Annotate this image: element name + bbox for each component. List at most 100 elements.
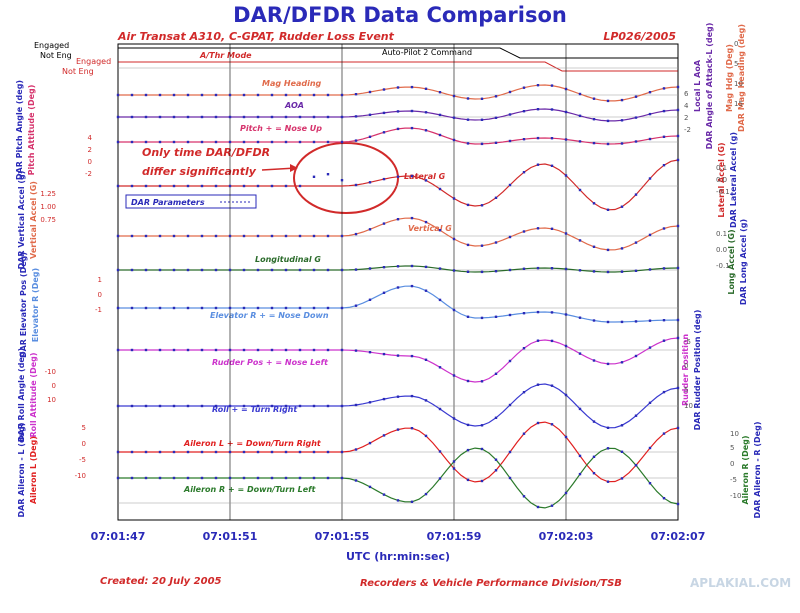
left-axis-subtitle: Elevator R (Deg) <box>31 268 40 342</box>
dar-point <box>634 354 638 358</box>
right-axis-subtitle: Long Accel (G) <box>727 229 736 294</box>
dar-point <box>284 93 288 97</box>
dar-point <box>620 320 624 324</box>
left-tick-label: 1 <box>98 276 102 284</box>
dar-point <box>438 187 442 191</box>
dar-point <box>200 404 204 408</box>
dar-point <box>662 390 666 394</box>
dar-point <box>172 140 176 144</box>
dar-point <box>662 109 666 113</box>
trace-label-longitudinal-g: Longitudinal G <box>255 255 321 264</box>
dar-point <box>298 306 302 310</box>
dar-point <box>424 220 428 224</box>
dar-point <box>354 403 358 407</box>
dar-point <box>158 115 162 119</box>
dar-point <box>298 404 302 408</box>
left-tick-label: -10 <box>75 472 86 480</box>
dar-point <box>382 493 386 496</box>
right-tick-label: 10 <box>734 80 743 88</box>
dar-point <box>606 119 610 123</box>
dar-point <box>424 399 428 402</box>
dar-point <box>382 131 386 134</box>
right-axis-subtitle: Rudder Position <box>681 334 690 406</box>
dar-point <box>382 222 386 225</box>
dar-point <box>172 234 176 238</box>
right-tick-label: 5 <box>734 60 738 68</box>
dar-point <box>662 227 666 230</box>
dar-point <box>186 234 190 238</box>
dar-point <box>634 241 638 244</box>
annotation-ellipse <box>293 142 399 214</box>
dar-point <box>452 116 456 119</box>
dar-point <box>214 450 218 454</box>
chart-title: DAR/DFDR Data Comparison <box>233 3 567 27</box>
dar-point <box>564 110 568 114</box>
dar-point <box>340 450 344 454</box>
dar-point <box>410 216 414 220</box>
dar-point <box>242 140 246 144</box>
dar-point <box>676 266 680 270</box>
dar-point <box>200 306 204 310</box>
dar-point <box>508 235 512 239</box>
right-axis-title: DAR Angle of Attack-L (deg) <box>705 23 714 150</box>
dar-point <box>410 109 414 113</box>
annotation-arrowhead <box>290 164 298 172</box>
dar-point <box>172 115 176 119</box>
dar-point <box>676 108 680 112</box>
dar-point <box>270 348 274 352</box>
left-tick-label: 4 <box>88 134 93 142</box>
dar-point <box>130 184 134 188</box>
dar-point <box>494 196 498 199</box>
dar-point <box>298 234 302 238</box>
dar-point <box>144 306 148 310</box>
dar-point <box>270 306 274 310</box>
dar-point <box>172 404 176 408</box>
dar-point <box>550 423 554 426</box>
dar-point <box>508 450 512 454</box>
dar-point <box>620 424 624 427</box>
dar-point <box>564 491 568 495</box>
dar-point <box>536 505 540 509</box>
dar-point <box>116 450 120 454</box>
dar-point <box>634 95 638 98</box>
dar-point <box>410 126 414 130</box>
dar-point <box>550 504 554 507</box>
dar-point <box>256 93 260 97</box>
dar-point <box>200 450 204 454</box>
dar-point <box>438 477 442 480</box>
dar-point <box>536 84 540 87</box>
dar-point <box>564 87 568 91</box>
dar-point <box>466 478 470 482</box>
trace-label-aileron-r: Aileron R + = Down/Turn Left <box>183 485 317 494</box>
dar-point <box>522 110 526 113</box>
dar-point <box>662 497 666 500</box>
dar-point <box>158 476 162 480</box>
dar-point <box>214 234 218 238</box>
trace-label-mag-heading: Mag Heading <box>262 79 322 88</box>
dar-point <box>676 85 680 89</box>
right-axis-title: DAR Long Accel (g) <box>739 219 748 305</box>
dar-point <box>298 348 302 352</box>
dar-point <box>382 434 386 437</box>
dar-point <box>592 359 596 362</box>
dar-point <box>312 115 316 119</box>
dar-point <box>242 93 246 97</box>
dar-point <box>508 113 512 116</box>
right-tick-label: 5 <box>730 444 734 452</box>
dar-point <box>284 140 288 144</box>
dar-point <box>452 460 456 463</box>
left-tick-label: 0.75 <box>40 216 56 224</box>
dar-point <box>144 450 148 454</box>
dar-point <box>396 265 400 268</box>
dar-point <box>340 179 344 182</box>
dar-point <box>116 476 120 480</box>
dar-point <box>144 234 148 238</box>
dar-point <box>200 476 204 480</box>
dar-point <box>564 313 568 316</box>
dar-point <box>480 204 484 207</box>
dar-point <box>662 135 666 138</box>
dar-point <box>522 86 526 89</box>
footer-created: Created: 20 July 2005 <box>100 576 222 587</box>
dar-point <box>396 110 400 113</box>
dar-point <box>648 482 652 485</box>
